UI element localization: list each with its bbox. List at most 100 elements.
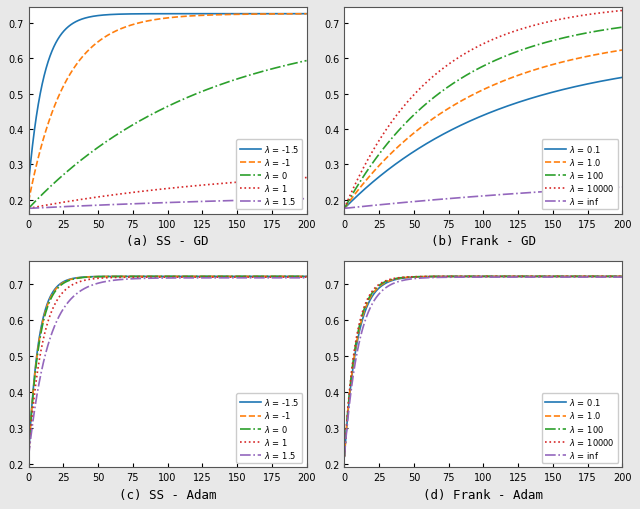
$\lambda$ = inf [611, 185, 618, 191]
$\lambda$ = 0 [303, 274, 310, 280]
$\lambda$ = 1.5 [294, 196, 302, 203]
$\lambda$ = 0.1 [611, 76, 618, 82]
$\lambda$ = 1 [39, 203, 47, 209]
$\lambda$ = 0 [39, 191, 47, 197]
$\lambda$ = 1.5 [39, 362, 47, 369]
$\lambda$ = -1.5 [294, 12, 302, 18]
$\lambda$ = 1.0 [340, 454, 348, 460]
$\lambda$ = 10000 [611, 9, 618, 15]
$\lambda$ = 1.0 [611, 49, 618, 55]
$\lambda$ = -1 [160, 16, 168, 22]
Line: $\lambda$ = 0: $\lambda$ = 0 [29, 62, 307, 209]
$\lambda$ = inf [468, 194, 476, 201]
$\lambda$ = -1 [303, 274, 310, 280]
$\lambda$ = -1.5 [152, 12, 160, 18]
$\lambda$ = -1.5 [303, 12, 310, 18]
$\lambda$ = 10000 [355, 175, 362, 181]
Line: $\lambda$ = 0: $\lambda$ = 0 [29, 277, 307, 457]
$\lambda$ = 10000 [619, 274, 627, 280]
$\lambda$ = 10000 [611, 274, 618, 280]
$\lambda$ = 1.5 [25, 206, 33, 212]
$\lambda$ = 1.0 [468, 93, 476, 99]
$\lambda$ = -1.5 [25, 454, 33, 460]
$\lambda$ = 1 [294, 274, 302, 280]
$\lambda$ = 0 [303, 59, 310, 65]
$\lambda$ = inf [559, 188, 567, 194]
$\lambda$ = inf [559, 274, 567, 280]
$\lambda$ = 10000 [468, 274, 476, 280]
$\lambda$ = -1.5 [294, 274, 302, 280]
$\lambda$ = -1.5 [39, 79, 47, 86]
$\lambda$ = -1 [39, 319, 47, 325]
$\lambda$ = 1.0 [340, 206, 348, 212]
$\lambda$ = inf [355, 205, 362, 211]
$\lambda$ = 100 [611, 274, 618, 280]
$\lambda$ = 1 [303, 175, 310, 181]
$\lambda$ = 1 [39, 339, 47, 345]
$\lambda$ = 0.1 [619, 274, 627, 280]
$\lambda$ = inf [340, 206, 348, 212]
$\lambda$ = 1.0 [355, 187, 362, 193]
$\lambda$ = 1 [25, 454, 33, 460]
X-axis label: (b) Frank - GD: (b) Frank - GD [431, 235, 536, 247]
Line: $\lambda$ = 100: $\lambda$ = 100 [344, 28, 623, 209]
$\lambda$ = 0.1 [355, 192, 362, 198]
$\lambda$ = 100 [355, 327, 362, 333]
$\lambda$ = -1 [244, 12, 252, 18]
$\lambda$ = 1.0 [611, 274, 618, 280]
$\lambda$ = 0.1 [468, 118, 476, 124]
$\lambda$ = 0 [294, 60, 302, 66]
$\lambda$ = 1.5 [244, 275, 252, 281]
$\lambda$ = 0.1 [468, 274, 476, 280]
$\lambda$ = 0.1 [619, 75, 627, 81]
Line: $\lambda$ = 1.0: $\lambda$ = 1.0 [344, 277, 623, 457]
$\lambda$ = 0.1 [611, 274, 618, 280]
$\lambda$ = 1 [294, 176, 302, 182]
$\lambda$ = 1.5 [294, 275, 302, 281]
$\lambda$ = 1.0 [559, 274, 567, 280]
$\lambda$ = 100 [559, 274, 567, 280]
$\lambda$ = 1.5 [303, 196, 310, 202]
$\lambda$ = 10000 [355, 324, 362, 330]
$\lambda$ = 1.0 [611, 49, 618, 55]
$\lambda$ = 1 [303, 274, 310, 280]
$\lambda$ = 100 [355, 182, 362, 188]
$\lambda$ = -1.5 [160, 12, 168, 18]
$\lambda$ = 10000 [468, 47, 476, 53]
Line: $\lambda$ = -1.5: $\lambda$ = -1.5 [29, 15, 307, 184]
Legend: $\lambda$ = -1.5, $\lambda$ = -1, $\lambda$ = 0, $\lambda$ = 1, $\lambda$ = 1.5: $\lambda$ = -1.5, $\lambda$ = -1, $\lamb… [236, 140, 303, 210]
$\lambda$ = 1.5 [160, 200, 168, 206]
$\lambda$ = 1.5 [152, 201, 160, 207]
$\lambda$ = -1 [244, 274, 252, 280]
$\lambda$ = -1.5 [303, 274, 310, 280]
$\lambda$ = inf [619, 185, 627, 191]
$\lambda$ = 0.1 [355, 332, 362, 338]
$\lambda$ = 0.1 [340, 206, 348, 212]
$\lambda$ = 100 [611, 26, 618, 32]
$\lambda$ = 1 [152, 274, 160, 280]
$\lambda$ = 1 [294, 176, 302, 182]
X-axis label: (c) SS - Adam: (c) SS - Adam [119, 488, 216, 501]
$\lambda$ = 1.5 [160, 275, 168, 281]
Legend: $\lambda$ = -1.5, $\lambda$ = -1, $\lambda$ = 0, $\lambda$ = 1, $\lambda$ = 1.5: $\lambda$ = -1.5, $\lambda$ = -1, $\lamb… [236, 393, 303, 463]
$\lambda$ = 1 [244, 274, 252, 280]
$\lambda$ = 0.1 [340, 454, 348, 460]
Line: $\lambda$ = 1: $\lambda$ = 1 [29, 178, 307, 209]
$\lambda$ = -1 [152, 274, 160, 280]
$\lambda$ = 100 [340, 206, 348, 212]
$\lambda$ = 10000 [340, 206, 348, 212]
$\lambda$ = 1.0 [619, 274, 627, 280]
$\lambda$ = 100 [619, 274, 627, 280]
$\lambda$ = 0 [25, 454, 33, 460]
Line: $\lambda$ = 0.1: $\lambda$ = 0.1 [344, 277, 623, 457]
$\lambda$ = 1.5 [294, 275, 302, 281]
Line: $\lambda$ = 0.1: $\lambda$ = 0.1 [344, 78, 623, 209]
$\lambda$ = 1.5 [294, 196, 302, 203]
$\lambda$ = -1.5 [160, 274, 168, 280]
$\lambda$ = -1 [294, 274, 302, 280]
$\lambda$ = inf [355, 343, 362, 349]
$\lambda$ = -1.5 [25, 181, 33, 187]
X-axis label: (d) Frank - Adam: (d) Frank - Adam [424, 488, 543, 501]
$\lambda$ = 10000 [476, 274, 483, 280]
Legend: $\lambda$ = 0.1, $\lambda$ = 1.0, $\lambda$ = 100, $\lambda$ = 10000, $\lambda$ : $\lambda$ = 0.1, $\lambda$ = 1.0, $\lamb… [541, 393, 618, 463]
